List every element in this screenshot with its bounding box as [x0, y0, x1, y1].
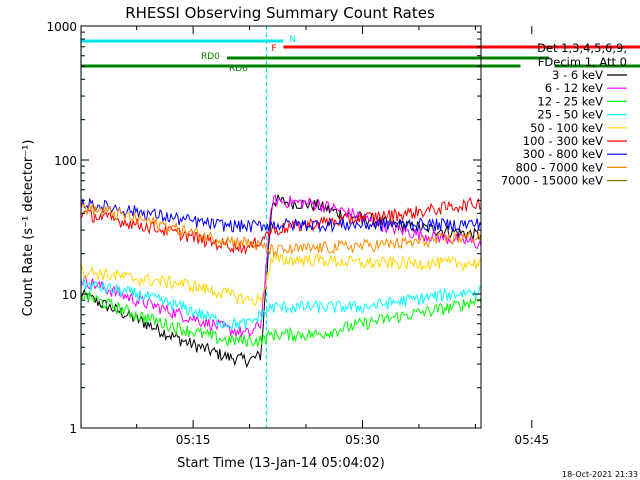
y-tick-label: 1 [69, 422, 77, 436]
legend-entry-label: 3 - 6 keV [552, 68, 603, 82]
x-tick-label: 05:15 [176, 433, 211, 447]
series-line [81, 194, 481, 339]
series-line [81, 277, 481, 331]
series-line [81, 198, 481, 234]
flag-label: RD6 [229, 64, 248, 74]
y-tick-label: 1000 [46, 20, 77, 34]
series-line [81, 202, 481, 258]
legend-entry-label: 50 - 100 keV [530, 121, 603, 135]
series-line [81, 291, 481, 347]
timestamp: 18-Oct-2021 21:33 [562, 470, 638, 479]
flag-label: N [289, 35, 296, 45]
x-tick-label: 05:45 [515, 433, 550, 447]
legend-header-line: FDecim 1, Att 0 [538, 55, 627, 69]
legend-entry-label: 100 - 300 keV [523, 134, 603, 148]
legend: Det 1,3,4,5,6,9,FDecim 1, Att 03 - 6 keV… [501, 41, 627, 188]
legend-header-line: Det 1,3,4,5,6,9, [537, 41, 627, 55]
legend-entry-label: 25 - 50 keV [537, 108, 603, 122]
legend-entry-label: 6 - 12 keV [545, 81, 603, 95]
legend-entry-label: 7000 - 15000 keV [501, 174, 603, 188]
legend-entry-label: 12 - 25 keV [537, 94, 603, 108]
legend-entry-label: 800 - 7000 keV [515, 160, 603, 174]
flag-bars: N F RD0 RD6 [81, 35, 640, 74]
legend-entry-label: 300 - 800 keV [523, 147, 603, 161]
flag-label: F [271, 44, 276, 54]
plot-frame [80, 25, 482, 429]
series-line [81, 253, 481, 306]
x-axis-label: Start Time (13-Jan-14 05:04:02) [177, 456, 385, 471]
flag-label: RD0 [201, 52, 220, 62]
series-line [622, 390, 640, 428]
series-line [81, 193, 481, 369]
y-tick-label: 10 [62, 288, 77, 302]
y-axis-label: Count Rate (s⁻¹ detector⁻¹) [21, 140, 36, 317]
y-tick-label: 100 [54, 154, 77, 168]
attenuator-vertical-lines [81, 26, 268, 428]
chart-title: RHESSI Observing Summary Count Rates [125, 4, 435, 22]
series-lines [81, 193, 640, 428]
x-tick-label: 05:30 [345, 433, 380, 447]
